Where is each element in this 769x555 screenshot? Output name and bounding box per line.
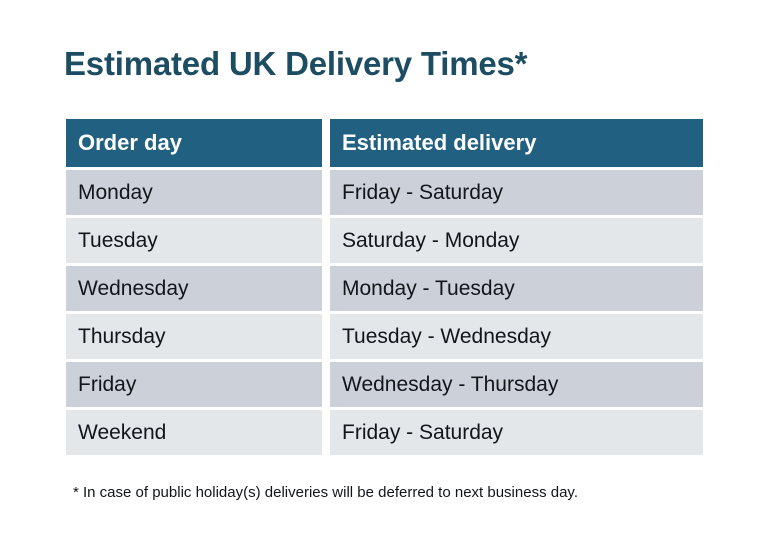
column-header-estimated-delivery: Estimated delivery bbox=[330, 119, 703, 167]
table-row: Weekend Friday - Saturday bbox=[66, 410, 703, 455]
cell-estimated-delivery: Saturday - Monday bbox=[330, 218, 703, 263]
table-header-row: Order day Estimated delivery bbox=[66, 119, 703, 167]
cell-order-day: Monday bbox=[66, 170, 322, 215]
cell-order-day: Tuesday bbox=[66, 218, 322, 263]
table-row: Thursday Tuesday - Wednesday bbox=[66, 314, 703, 359]
cell-estimated-delivery: Friday - Saturday bbox=[330, 410, 703, 455]
table-row: Wednesday Monday - Tuesday bbox=[66, 266, 703, 311]
cell-order-day: Wednesday bbox=[66, 266, 322, 311]
table-row: Monday Friday - Saturday bbox=[66, 170, 703, 215]
cell-estimated-delivery: Wednesday - Thursday bbox=[330, 362, 703, 407]
cell-estimated-delivery: Friday - Saturday bbox=[330, 170, 703, 215]
page-title: Estimated UK Delivery Times* bbox=[64, 45, 528, 82]
column-header-order-day: Order day bbox=[66, 119, 322, 167]
table-row: Tuesday Saturday - Monday bbox=[66, 218, 703, 263]
cell-estimated-delivery: Tuesday - Wednesday bbox=[330, 314, 703, 359]
delivery-times-table: Order day Estimated delivery Monday Frid… bbox=[66, 119, 703, 455]
footnote-text: * In case of public holiday(s) deliverie… bbox=[73, 484, 578, 501]
table-row: Friday Wednesday - Thursday bbox=[66, 362, 703, 407]
cell-order-day: Thursday bbox=[66, 314, 322, 359]
cell-order-day: Weekend bbox=[66, 410, 322, 455]
cell-order-day: Friday bbox=[66, 362, 322, 407]
cell-estimated-delivery: Monday - Tuesday bbox=[330, 266, 703, 311]
